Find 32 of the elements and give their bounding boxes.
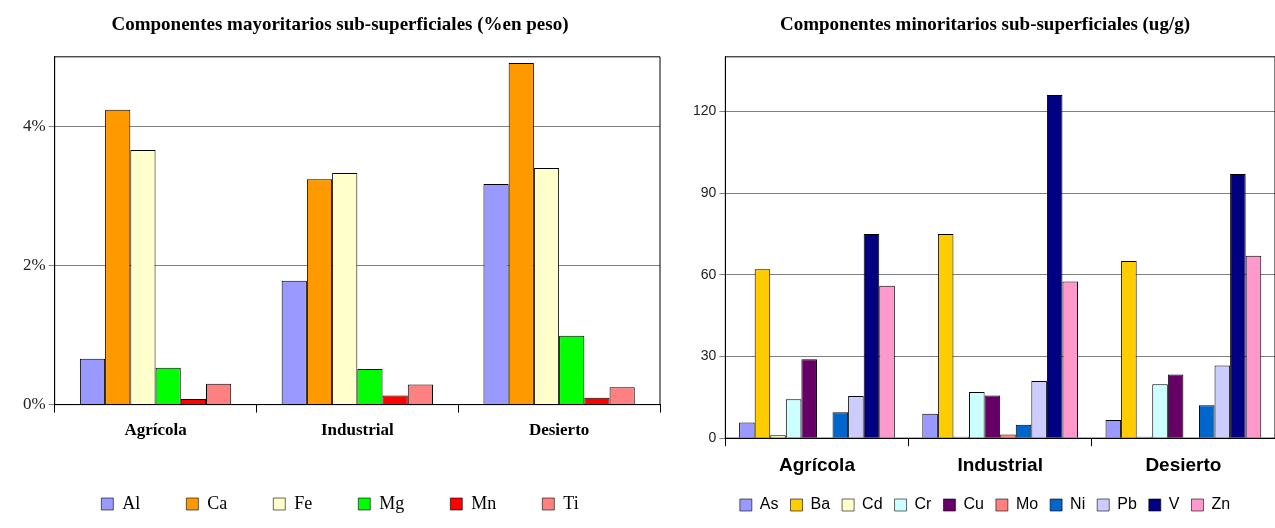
legend-label: Cd bbox=[862, 495, 883, 513]
x-tick-label: Agrícola bbox=[778, 453, 856, 475]
legend-label: Zn bbox=[1211, 495, 1231, 513]
y-tick-label: 0 bbox=[708, 429, 717, 446]
legend-label: Ba bbox=[810, 495, 831, 513]
legend-label: Mn bbox=[471, 492, 497, 513]
legend-label: Pb bbox=[1117, 495, 1137, 513]
legend-label: Ni bbox=[1070, 495, 1086, 513]
legend-label: Cu bbox=[963, 495, 984, 513]
x-tick-label: Desierto bbox=[528, 420, 590, 440]
y-tick-label: 30 bbox=[700, 347, 717, 364]
x-tick-label: Industrial bbox=[320, 420, 394, 440]
legend-label: Cr bbox=[914, 495, 933, 513]
legend-label: Ti bbox=[563, 492, 579, 513]
x-tick-label: Desierto bbox=[1145, 453, 1222, 475]
chart-title: Componentes minoritarios sub-superficiales (ug/g) bbox=[779, 13, 1191, 36]
y-tick-label: 4% bbox=[22, 115, 46, 135]
legend-label: Al bbox=[122, 492, 141, 513]
y-tick-label: 120 bbox=[693, 102, 717, 119]
x-tick-label: Industrial bbox=[957, 453, 1043, 475]
y-tick-label: 0% bbox=[22, 394, 46, 414]
legend-label: Mo bbox=[1015, 495, 1039, 513]
legend-label: Fe bbox=[294, 492, 313, 513]
y-tick-label: 90 bbox=[700, 183, 717, 200]
legend-label: As bbox=[759, 495, 779, 513]
y-tick-label: 60 bbox=[700, 265, 717, 282]
x-tick-label: Agrícola bbox=[124, 420, 188, 440]
legend-label: Ca bbox=[207, 492, 228, 513]
y-tick-label: 2% bbox=[22, 254, 46, 274]
chart-title: Componentes mayoritarios sub-superficiales (%en peso) bbox=[111, 13, 569, 36]
legend-label: Mg bbox=[379, 492, 405, 513]
legend-label: V bbox=[1168, 495, 1180, 513]
